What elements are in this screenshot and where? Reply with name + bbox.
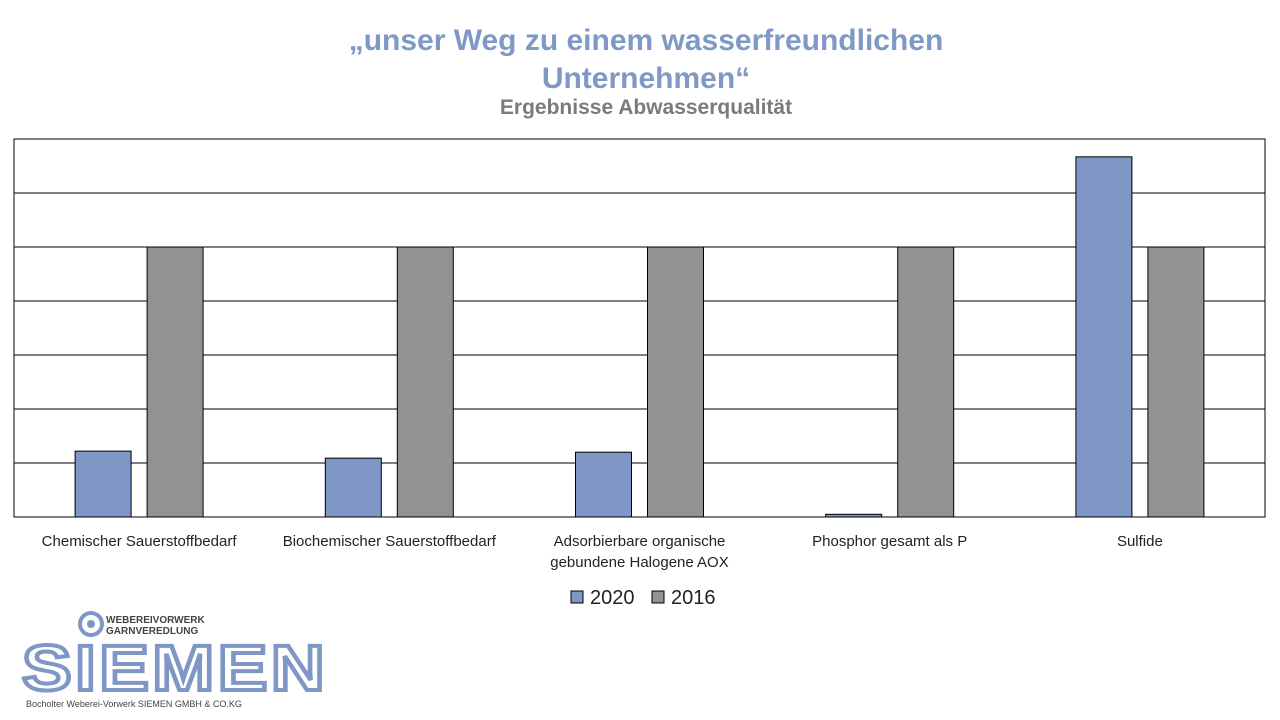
x-tick-label: Sulfide — [1117, 533, 1163, 550]
legend-swatch-2016 — [651, 590, 665, 604]
logo-ring-icon — [78, 611, 104, 637]
x-tick-label-line: Chemischer Sauerstoffbedarf — [42, 533, 238, 550]
x-tick-label: Biochemischer Sauerstoffbedarf — [283, 533, 497, 550]
bar-2020-4 — [825, 513, 883, 518]
x-tick-label-line: Sulfide — [1117, 533, 1163, 550]
title-line-2: Unternehmen“ — [541, 62, 751, 95]
legend-label-2020: 2020 — [590, 587, 635, 609]
logo-line-1: WEBEREIVORWERK — [106, 615, 205, 626]
bar-2016-5 — [1147, 246, 1205, 518]
logo-footer: Bocholter Weberei-Vorwerk SIEMEN GMBH & … — [26, 699, 242, 709]
bar-2016-3 — [647, 246, 704, 518]
x-tick-label: Phosphor gesamt als P — [812, 533, 967, 550]
title-line-1: „unser Weg zu einem wasserfreundlichen — [348, 24, 944, 57]
plot-area — [13, 138, 1266, 518]
bar-2020-5 — [1075, 156, 1133, 518]
legend-swatch-2020 — [570, 590, 584, 604]
chart-subtitle: Ergebnisse Abwasserqualität — [499, 96, 793, 119]
logo-dot-icon — [87, 620, 95, 628]
chart-title: „unser Weg zu einem wasserfreundlichen U… — [0, 22, 1280, 98]
x-tick-label-line: Adsorbierbare organische — [554, 533, 726, 550]
bar-2020-1 — [74, 450, 132, 518]
legend-label-2016: 2016 — [671, 587, 716, 609]
x-tick-label-line: Phosphor gesamt als P — [812, 533, 967, 550]
x-tick-label-line: Biochemischer Sauerstoffbedarf — [283, 533, 497, 550]
x-tick-label: Adsorbierbare organische gebundene Haloge… — [550, 533, 728, 571]
bar-chart: Chemischer Sauerstoffbedarf Biochemischer… — [13, 138, 1266, 609]
logo-line-2: GARNVEREDLUNG — [106, 626, 198, 637]
siemen-logo: WEBEREIVORWERK GARNVEREDLUNG SIEMEN Boch… — [20, 611, 328, 709]
bar-2016-1 — [146, 246, 204, 518]
x-tick-label: Chemischer Sauerstoffbedarf — [42, 533, 238, 550]
bar-2016-2 — [396, 246, 454, 518]
bar-2020-2 — [324, 457, 382, 518]
bar-2020-3 — [575, 451, 632, 518]
logo-wordmark: SIEMEN — [22, 632, 328, 704]
x-tick-label-line: gebundene Halogene AOX — [550, 554, 728, 571]
bar-2016-4 — [897, 246, 955, 518]
